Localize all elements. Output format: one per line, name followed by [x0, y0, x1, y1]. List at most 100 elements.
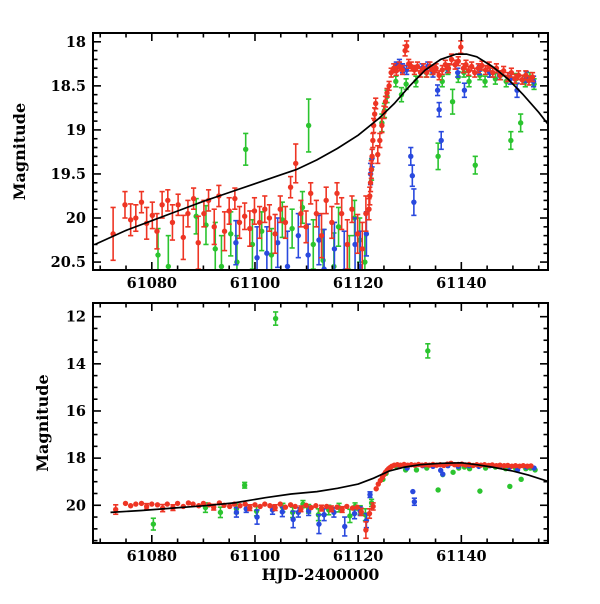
red-data-point [313, 503, 319, 509]
red-data-point [298, 210, 304, 217]
red-data-point [515, 72, 522, 78]
green-data-point [272, 315, 279, 322]
red-data-point [455, 58, 461, 64]
red-data-point [277, 206, 283, 212]
red-data-point [500, 68, 507, 74]
red-data-point [267, 503, 273, 509]
red-data-point [373, 486, 379, 492]
bottom-y-tick-label: 14 [66, 356, 86, 373]
green-data-point [466, 78, 472, 85]
bottom-y-tick-label: 20 [66, 497, 86, 514]
red-data-point [122, 500, 129, 507]
green-data-point [518, 476, 524, 483]
top-model-curve [94, 53, 548, 246]
x-axis-label: HJD-2400000 [262, 565, 380, 584]
green-data-point [362, 259, 368, 265]
red-data-point [458, 44, 464, 50]
bottom-x-tick-label: 61080 [127, 548, 177, 565]
green-data-point [413, 467, 420, 473]
green-data-point [165, 263, 172, 270]
top-panel: 61080 61100 61120 61140 18 18.5 19 19.5 20 20.5 Ma… [10, 32, 549, 292]
red-data-point [307, 190, 314, 197]
red-data-point [252, 502, 258, 508]
red-data-point [169, 219, 176, 226]
red-data-point [293, 160, 299, 167]
red-data-point [399, 67, 406, 73]
green-data-point [241, 482, 248, 488]
green-data-point [517, 120, 524, 126]
green-data-point [508, 137, 514, 144]
top-y-tick-label: 18.5 [51, 78, 86, 95]
red-data-point [313, 210, 320, 217]
red-data-point [436, 72, 442, 78]
red-data-point [241, 213, 248, 219]
red-data-point [174, 500, 181, 507]
red-data-point [195, 239, 201, 246]
red-data-point [323, 503, 330, 510]
blue-data-point [411, 199, 417, 205]
red-data-point [367, 180, 374, 186]
red-data-point [298, 506, 304, 512]
red-data-point [334, 504, 340, 510]
top-y-tick-label: 20 [66, 210, 86, 227]
green-data-point [393, 78, 399, 85]
red-data-point [349, 505, 356, 511]
red-data-point [318, 505, 325, 511]
red-data-point [329, 219, 335, 226]
blue-data-point [455, 69, 461, 76]
red-data-point [226, 208, 232, 214]
bottom-series-green [150, 311, 538, 531]
blue-data-point [351, 510, 358, 517]
blue-data-point [254, 514, 260, 520]
red-data-point [149, 501, 155, 507]
top-x-tick-label: 61080 [127, 275, 177, 292]
red-data-point [287, 184, 294, 190]
red-data-point [367, 193, 373, 199]
red-data-point [287, 502, 294, 508]
red-data-point [257, 503, 263, 510]
green-data-point [217, 509, 224, 516]
red-data-point [211, 224, 217, 230]
top-y-tick-label: 19 [66, 122, 86, 139]
red-data-point [185, 500, 192, 506]
red-data-point [190, 501, 196, 507]
red-data-point [377, 137, 383, 144]
red-data-point [282, 219, 289, 226]
blue-data-point [331, 246, 338, 252]
blue-data-point [409, 173, 416, 179]
blue-data-point [316, 521, 322, 527]
bottom-model-curve [110, 461, 548, 514]
red-data-point [354, 504, 360, 510]
green-data-point [347, 513, 353, 519]
red-data-point [363, 527, 369, 533]
red-data-point [366, 206, 372, 212]
red-data-point [439, 67, 445, 73]
blue-data-point [290, 516, 296, 523]
bottom-y-tick-label: 12 [66, 309, 86, 326]
red-data-point [262, 501, 268, 507]
red-data-point [138, 199, 145, 205]
blue-data-point [254, 254, 260, 261]
green-data-point [228, 231, 234, 237]
bottom-y-tick-label: 18 [66, 450, 86, 467]
blue-data-point [274, 239, 281, 246]
red-data-point [523, 72, 529, 78]
red-data-point [344, 241, 351, 248]
blue-data-point [411, 499, 418, 505]
red-data-point [505, 462, 511, 469]
top-ticks [93, 33, 548, 270]
red-data-point [370, 503, 376, 510]
red-data-point [339, 506, 345, 513]
red-data-point [251, 208, 258, 214]
green-data-point [335, 224, 342, 230]
red-data-point [143, 503, 150, 510]
red-data-point [201, 210, 207, 217]
red-data-point [433, 65, 439, 71]
red-data-point [227, 503, 233, 510]
red-data-point [479, 62, 485, 69]
red-data-point [366, 510, 373, 517]
red-data-point [384, 90, 390, 96]
red-data-point [369, 153, 375, 160]
red-data-point [465, 68, 472, 74]
